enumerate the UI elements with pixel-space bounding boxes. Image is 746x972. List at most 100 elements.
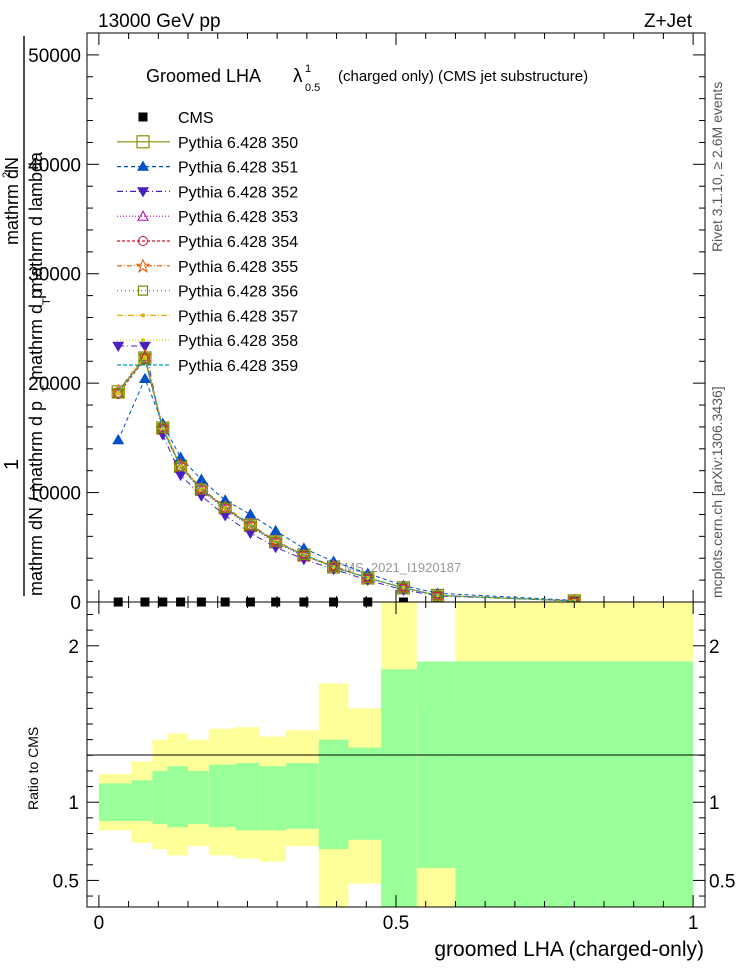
data-point [362,572,373,584]
legend-marker [138,112,148,122]
inner-band-bin [259,766,287,831]
ylabel-numerator-d: mathrm d [2,169,22,245]
legend-label: Pythia 6.428 353 [178,209,298,226]
main-y-tick-label: 0 [70,593,81,614]
data-point [398,582,409,593]
legend-entry: Pythia 6.428 356 [117,284,298,301]
inner-band-bin [286,763,319,829]
series-line [117,358,575,602]
legend-marker [137,160,149,171]
ratio-bands [98,602,694,907]
ylabel-numerator-sup: 2 [1,172,13,178]
main-y-tick-label: 20000 [28,374,81,395]
legend-label: Pythia 6.428 350 [178,135,298,152]
title-lambda: λ [293,66,303,87]
legend-label: Pythia 6.428 351 [178,160,298,177]
series-pythia-7 [113,352,580,607]
inner-band-bin [98,783,132,821]
legend-marker [135,258,151,274]
data-point [328,561,339,573]
ratio-y-tick-label: 0.5 [53,871,79,892]
title-sup: 1 [305,63,311,75]
legend-label: Pythia 6.428 357 [178,308,298,325]
watermark: CMS_2021_I1920187 [335,560,462,575]
data-point [112,341,125,352]
ratio-y-axis-label: Ratio to CMS [25,727,41,810]
data-point [244,508,257,519]
inner-band-bin [416,661,456,868]
legend-label: Pythia 6.428 356 [178,284,298,301]
data-point [142,355,147,360]
ylabel-denominator-sub-a: T [41,385,53,392]
legend-label: CMS [178,110,214,127]
legend-marker [137,285,149,296]
x-tick-labels: 0 0.5 1 [94,913,699,934]
title-main: Groomed LHA [146,66,261,86]
legend-entry: Pythia 6.428 353 [117,209,298,226]
data-point [365,575,370,580]
data-point [219,494,232,505]
main-y-axis-label: 1 mathrm dN / mathrm d p T mathrm d p T … [1,36,53,596]
legend-entry: Pythia 6.428 351 [117,160,298,177]
main-y-tick-label: 10000 [28,484,81,505]
data-point [195,473,208,484]
legend-entry: Pythia 6.428 357 [117,308,298,325]
legend-entry: Pythia 6.428 350 [117,135,298,152]
data-point [138,341,151,352]
ylabel-denominator-b: mathrm d p [26,289,46,380]
inner-band-bin [131,780,153,821]
legend-entry: Pythia 6.428 355 [117,258,298,276]
inner-band-bin [188,770,209,825]
inner-band-bin [348,747,382,840]
ratio-y-tick-label-right: 0.5 [709,871,735,892]
legend-entry: Pythia 6.428 352 [117,184,298,201]
rivet-label: Rivet 3.1.10, ≥ 2.6M events [709,82,725,252]
legend-label: Pythia 6.428 358 [178,333,298,350]
data-point [269,524,282,536]
title-sub: 0.5 [305,82,320,94]
legend: CMS Pythia 6.428 350 Pythia 6.428 351 Pythi… [117,110,298,375]
legend-label: Pythia 6.428 355 [178,259,298,276]
header-right: Z+Jet [644,11,693,32]
ylabel-denominator-c: mathrm d lambda [26,151,46,292]
legend-entry: Pythia 6.428 354 [117,234,298,251]
data-point [401,585,406,590]
inner-band-bin [152,770,168,825]
ylabel-numerator-n: N [2,157,22,170]
chart-title: Groomed LHA λ 1 0.5 (charged only) (CMS … [146,63,588,94]
main-y-tick-label: 30000 [28,265,81,286]
ratio-y-tick-label: 1 [68,793,79,814]
ratio-axis-ticks [87,602,705,907]
data-point [112,434,125,445]
ratio-y-tick-label-right: 2 [709,637,720,658]
ylabel-denominator-a: mathrm dN / mathrm d p [26,401,46,596]
legend-marker [141,338,145,343]
legend-entry: CMS [138,110,214,127]
main-y-tick-labels: 0 10000 20000 30000 40000 50000 [28,46,81,614]
inner-band-bin [167,766,189,828]
inner-band-bin [235,763,260,831]
x-tick-label: 0 [94,913,105,934]
x-tick-label: 0.5 [383,913,409,934]
mcplots-label: mcplots.cern.ch [arXiv:1306.3436] [709,386,725,598]
legend-entry: Pythia 6.428 358 [117,333,298,350]
legend-marker [137,210,149,221]
data-point [270,536,281,547]
legend-entry: Pythia 6.428 359 [117,358,298,375]
inner-band-bin [208,764,236,828]
data-point [138,372,151,383]
data-point [298,549,309,561]
title-rest: (charged only) (CMS jet substructure) [338,68,588,85]
legend-marker [138,236,148,246]
x-tick-label: 1 [688,913,699,934]
data-point [220,502,231,513]
data-point [245,520,256,531]
header-left: 13000 GeV pp [98,11,221,32]
ratio-y-tick-labels: 0.5 0.5 1 1 2 2 [53,637,736,893]
main-y-tick-label: 50000 [28,46,81,67]
inner-band-bin [381,669,417,907]
data-point [435,593,440,598]
data-point [157,422,168,434]
data-point [331,564,336,569]
